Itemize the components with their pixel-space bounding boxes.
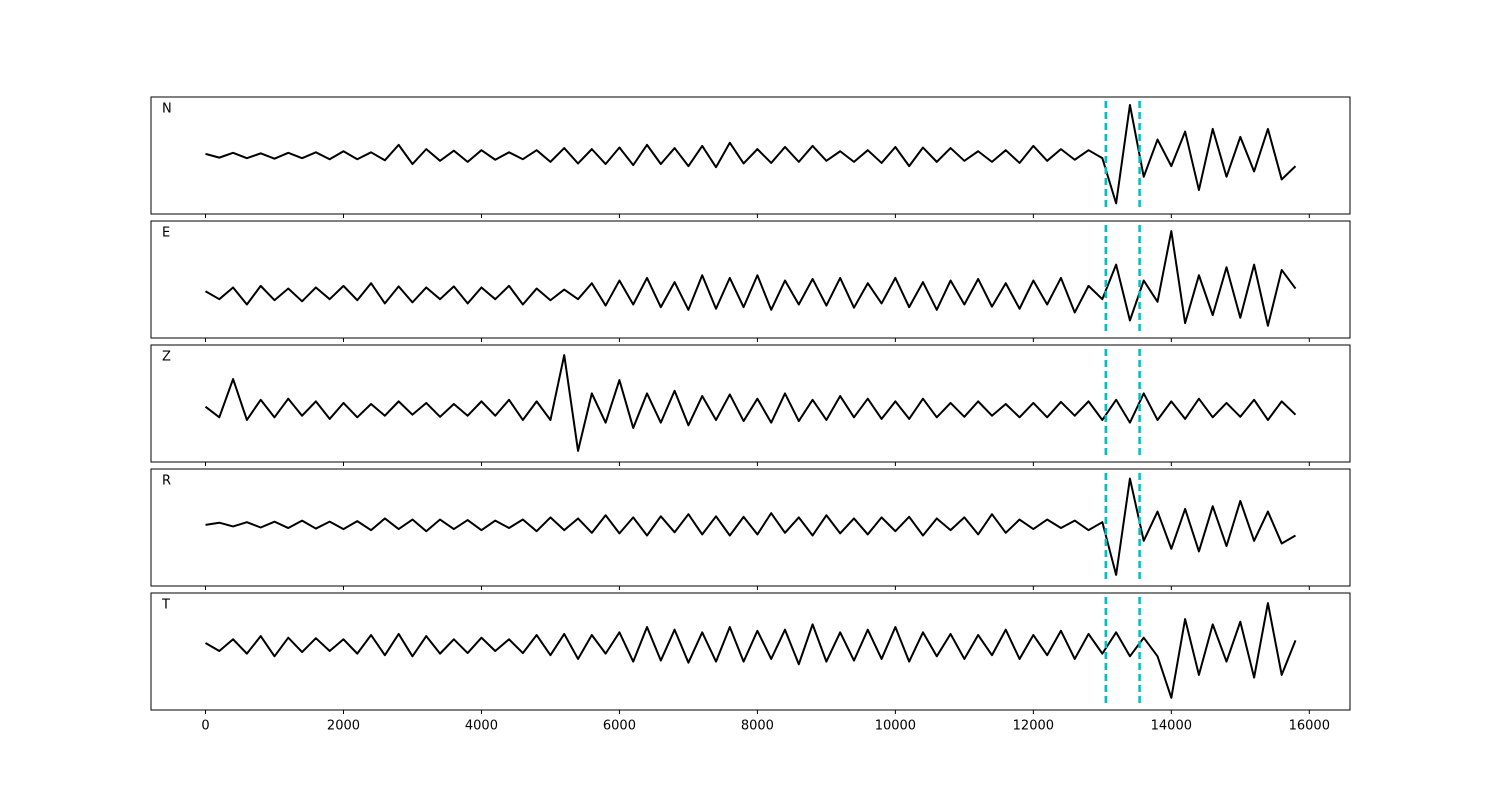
panel-frame — [150, 592, 1351, 711]
panel-label: N — [162, 102, 172, 117]
x-tick-label: 14000 — [1151, 719, 1192, 734]
x-tick-label: 12000 — [1013, 719, 1054, 734]
x-tick-label: 0 — [201, 719, 209, 734]
trace — [204, 354, 1297, 452]
x-tick-label: 8000 — [741, 719, 774, 734]
x-tick-label: 6000 — [603, 719, 636, 734]
panel-frame — [150, 96, 1351, 215]
x-tick-label: 4000 — [465, 719, 498, 734]
x-tick-label: 16000 — [1289, 719, 1330, 734]
panel-frame — [150, 468, 1351, 587]
panel-frame — [150, 344, 1351, 463]
panel-frame — [150, 220, 1351, 339]
trace — [205, 477, 1297, 576]
trace — [204, 230, 1297, 327]
x-tick-label: 10000 — [875, 719, 916, 734]
panel-label: R — [162, 474, 171, 489]
panel-label: E — [162, 226, 170, 241]
panel-label: T — [161, 598, 170, 613]
x-tick-label: 2000 — [327, 719, 360, 734]
panel-label: Z — [162, 350, 171, 365]
trace — [205, 103, 1297, 205]
trace — [204, 602, 1297, 699]
